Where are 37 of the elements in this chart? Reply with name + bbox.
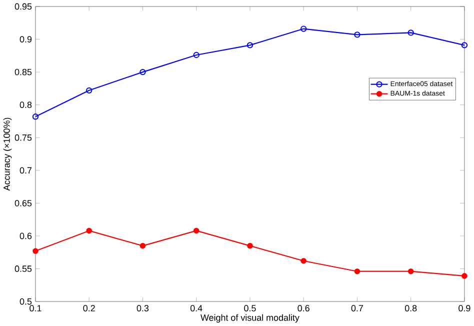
x-tick-label: 0.5 bbox=[244, 305, 256, 312]
point bbox=[140, 69, 146, 76]
y-tick-label: 0.6 bbox=[20, 232, 32, 240]
point bbox=[32, 248, 38, 254]
x-tick-label: 0.9 bbox=[458, 305, 470, 312]
point bbox=[86, 87, 92, 94]
point bbox=[354, 32, 360, 38]
point bbox=[193, 52, 200, 58]
y-axis-title: Accuracy (×100%) bbox=[3, 118, 12, 191]
point bbox=[247, 242, 253, 249]
point bbox=[408, 268, 414, 274]
point bbox=[86, 228, 92, 234]
point bbox=[354, 268, 360, 274]
point bbox=[193, 228, 200, 234]
x-tick-label: 0.3 bbox=[136, 305, 149, 312]
y-tick-label: 0.55 bbox=[14, 266, 32, 272]
x-tick-label: 0.6 bbox=[298, 305, 310, 312]
point bbox=[408, 30, 414, 36]
point bbox=[300, 26, 307, 32]
point bbox=[246, 42, 254, 48]
y-tick-label: 0.8 bbox=[20, 102, 32, 108]
point bbox=[462, 273, 468, 279]
x-tick-label: 0.2 bbox=[83, 305, 95, 312]
y-tick-label: 0.65 bbox=[14, 200, 32, 206]
y-tick-label: 0.5 bbox=[20, 298, 32, 305]
x-tick-label: 0.8 bbox=[404, 305, 417, 312]
x-axis-title: Weight of visual modality bbox=[200, 314, 300, 323]
point bbox=[140, 242, 146, 249]
point bbox=[300, 258, 306, 264]
y-tick-label: 0.7 bbox=[20, 167, 32, 174]
y-tick-label: 0.75 bbox=[14, 134, 32, 141]
x-tick-label: 0.7 bbox=[351, 305, 363, 312]
x-tick-label: 0.1 bbox=[30, 305, 42, 312]
x-tick-label: 0.4 bbox=[190, 305, 202, 312]
y-tick-label: 0.85 bbox=[14, 68, 32, 76]
y-tick-label: 0.9 bbox=[20, 36, 32, 42]
y-tick-label: 0.95 bbox=[14, 3, 32, 10]
